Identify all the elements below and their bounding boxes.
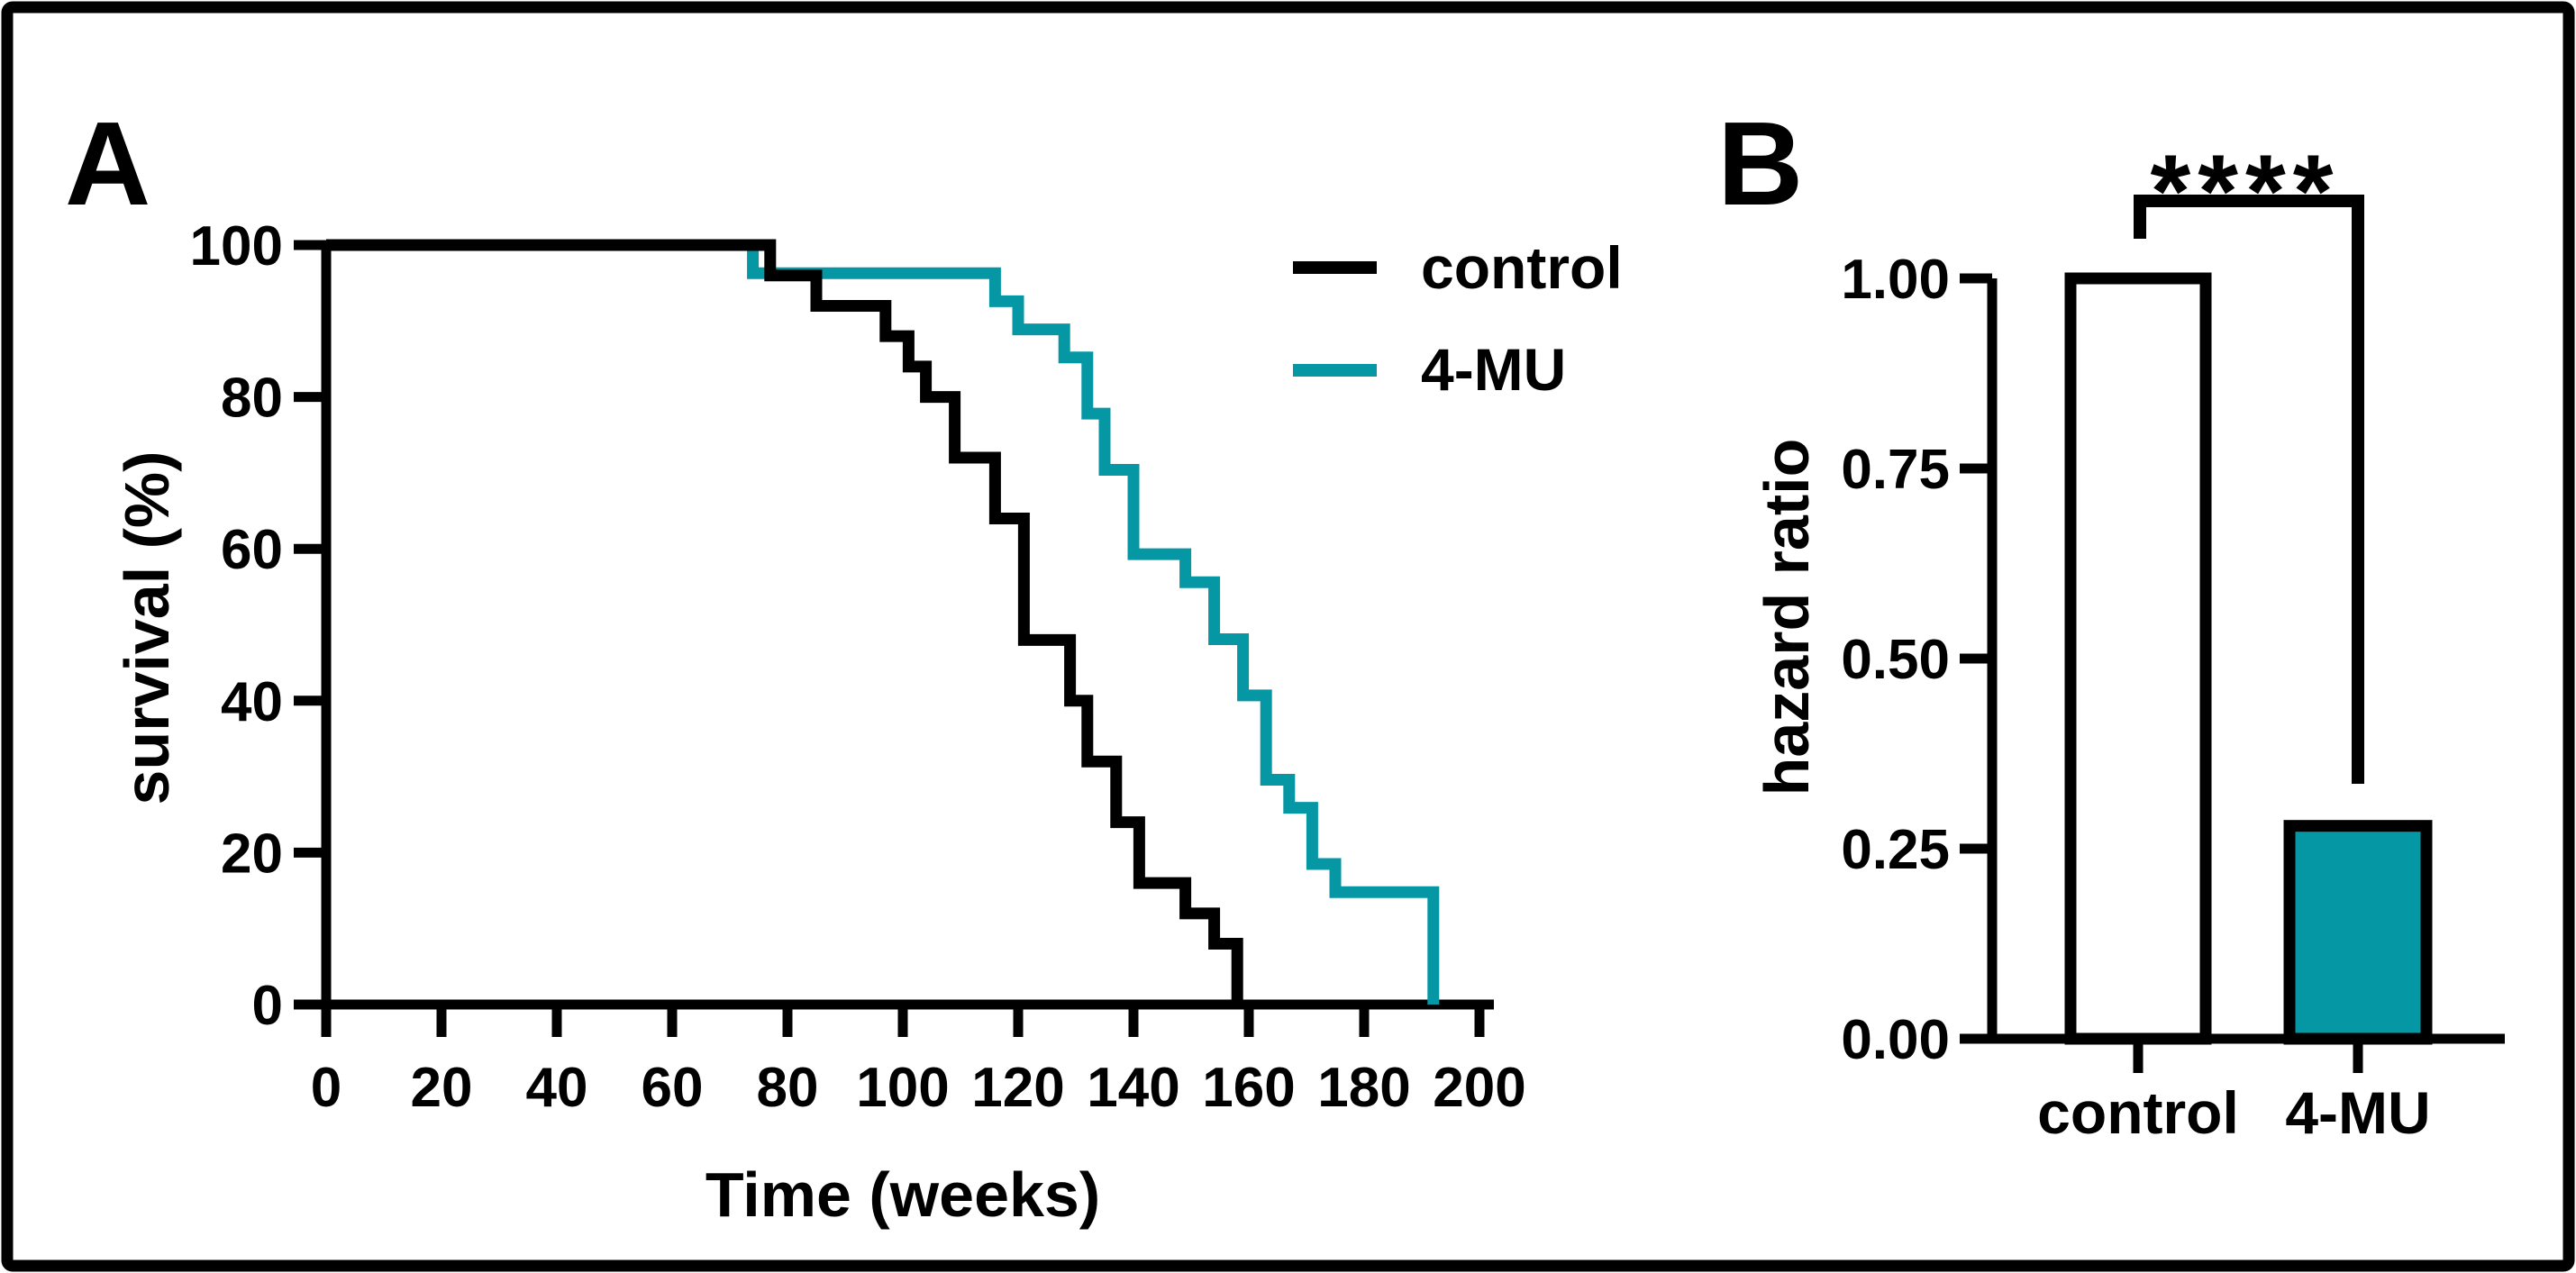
survival-x-tick-label: 40 <box>526 1057 588 1119</box>
survival-y-tick-label: 80 <box>221 368 283 430</box>
hazard-panel: B 0.00 0.25 0.50 0.75 1.00 hazard ratio cont… <box>1717 97 2505 1146</box>
survival-x-tick-label: 160 <box>1202 1057 1295 1119</box>
survival-y-ticks: 0 20 40 60 80 100 <box>190 215 326 1037</box>
survival-y-tick-label: 60 <box>221 519 283 581</box>
legend-4mu-label: 4-MU <box>1421 336 1566 403</box>
hazard-bars <box>2064 272 2433 1045</box>
survival-x-axis-title: Time (weeks) <box>705 1159 1100 1230</box>
survival-x-tick-label: 140 <box>1087 1057 1179 1119</box>
survival-curve-4-MU <box>326 239 1440 1005</box>
panel-b-letter: B <box>1717 97 1803 230</box>
hazard-y-tick-label: 1.00 <box>1841 249 1950 311</box>
survival-x-tick-label: 120 <box>971 1057 1064 1119</box>
survival-x-tick-label: 200 <box>1433 1057 1525 1119</box>
survival-legend: control 4-MU <box>1293 234 1623 403</box>
survival-curve-control <box>326 239 1243 1005</box>
survival-y-axis-title: survival (%) <box>112 451 182 805</box>
hazard-y-tick-label: 0.00 <box>1841 1009 1950 1071</box>
survival-x-tick-label: 80 <box>757 1057 819 1119</box>
survival-x-tick-label: 0 <box>311 1057 341 1119</box>
hazard-category-4mu: 4-MU <box>2285 1079 2430 1146</box>
hazard-y-axis-title: hazard ratio <box>1752 439 1822 796</box>
panel-a-letter: A <box>65 97 150 230</box>
hazard-bar-4-MU <box>2283 820 2433 1045</box>
survival-y-tick-label: 100 <box>190 215 283 277</box>
survival-curves <box>326 239 1440 1005</box>
hazard-bar-control <box>2064 272 2212 1045</box>
survival-x-tick-label: 100 <box>856 1057 949 1119</box>
hazard-category-control: control <box>2037 1079 2239 1146</box>
hazard-y-tick-label: 0.75 <box>1841 439 1950 501</box>
significance-stars: **** <box>2150 134 2340 250</box>
hazard-category-ticks <box>2133 1039 2363 1073</box>
legend-control-label: control <box>1421 234 1623 301</box>
survival-y-tick-label: 0 <box>252 975 283 1037</box>
survival-x-ticks: 0 20 40 60 80 100 120 140 160 180 200 <box>311 1005 1526 1119</box>
survival-panel: A 0 20 40 60 80 100 120 140 160 180 200 0 20 40 60 80 1… <box>65 97 1623 1230</box>
hazard-y-tick-label: 0.25 <box>1841 819 1950 881</box>
survival-x-tick-label: 20 <box>411 1057 473 1119</box>
hazard-y-tick-label: 0.50 <box>1841 629 1950 691</box>
hazard-y-ticks: 0.00 0.25 0.50 0.75 1.00 <box>1841 249 1992 1071</box>
survival-x-tick-label: 60 <box>642 1057 704 1119</box>
significance-bracket <box>2134 195 2364 784</box>
survival-y-tick-label: 20 <box>221 823 283 885</box>
survival-x-tick-label: 180 <box>1317 1057 1410 1119</box>
survival-y-tick-label: 40 <box>221 671 283 733</box>
